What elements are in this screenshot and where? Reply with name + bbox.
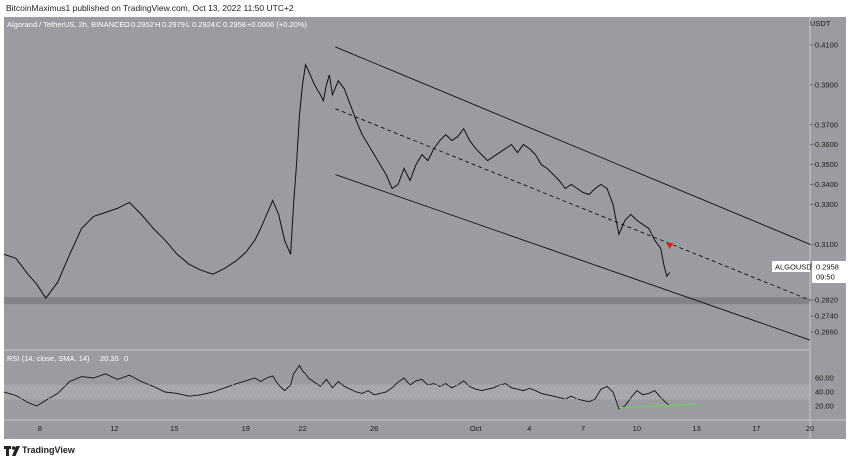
price-tag-value: 0.2958	[816, 263, 839, 272]
rsi-green-trendline	[618, 403, 697, 409]
price-tick-label: 0.2740	[815, 312, 838, 321]
time-tick-label: 4	[527, 424, 531, 433]
price-series	[4, 63, 671, 300]
time-tick-label: 8	[38, 424, 42, 433]
time-tick-label: 22	[298, 424, 306, 433]
time-tick-label: 12	[110, 424, 118, 433]
last-price-tag: ALGOUSDT 0.2958 09:50	[772, 261, 846, 283]
time-tick-label: 7	[581, 424, 585, 433]
rsi-series	[4, 364, 670, 410]
chart-legend: Algorand / TetherUS, 2h, BINANCE O 0.295…	[7, 20, 308, 29]
time-tick-label: 10	[633, 424, 641, 433]
sell-signal-marker	[666, 242, 674, 249]
tradingview-brand: TradingView	[22, 445, 75, 455]
time-axis-ticks: 8 12 15 19 22 26 Oct 4 7 10 13 17 20	[38, 424, 814, 433]
price-tick-label: 0.3300	[815, 200, 838, 209]
time-tick-label: 13	[692, 424, 700, 433]
rsi-title: RSI (14, close, SMA, 14)	[7, 354, 90, 363]
chart-svg[interactable]: 0.4100 0.3900 0.3700 0.3600 0.3500 0.3400 0.33…	[4, 17, 846, 439]
price-tick-label: 0.3100	[815, 240, 838, 249]
time-tick-label: 20	[806, 424, 814, 433]
time-tick-label: Oct	[470, 424, 483, 433]
currency-label: USDT	[810, 19, 831, 28]
ohlc-open-label: O	[124, 20, 130, 29]
channel-mid-line[interactable]	[335, 108, 811, 301]
rsi-band	[4, 385, 810, 399]
chart-area[interactable]: 0.4100 0.3900 0.3700 0.3600 0.3500 0.3400 0.33…	[4, 17, 846, 439]
price-tick-label: 0.2820	[815, 296, 838, 305]
symbol-tag-bg	[772, 261, 810, 272]
ohlc-close: 0.2958	[223, 20, 246, 29]
time-tick-label: 26	[370, 424, 378, 433]
price-tick-label: 0.3400	[815, 180, 838, 189]
price-tag-bg	[812, 261, 846, 283]
publish-bar: BitcoinMaximus1 published on TradingView…	[0, 0, 850, 17]
price-tick-label: 0.3600	[815, 140, 838, 149]
channel-lines	[335, 46, 811, 341]
chart-title: Algorand / TetherUS, 2h, BINANCE	[7, 20, 124, 29]
time-tick-label: 15	[170, 424, 178, 433]
symbol-tag: ALGOUSDT	[775, 263, 817, 272]
publish-info: BitcoinMaximus1 published on TradingView…	[6, 3, 294, 13]
ohlc-close-label: C	[216, 20, 222, 29]
price-tick-label: 0.3500	[815, 160, 838, 169]
ohlc-high: 0.2979	[162, 20, 185, 29]
channel-upper-line[interactable]	[335, 46, 811, 245]
price-tick-label: 0.4100	[815, 41, 838, 50]
ohlc-low-label: L	[186, 20, 190, 29]
ohlc-high-label: H	[155, 20, 160, 29]
time-tick-label: 17	[752, 424, 760, 433]
ohlc-low: 0.2924	[192, 20, 215, 29]
price-tick-label: 0.3700	[815, 120, 838, 129]
rsi-tick-label: 40.00	[815, 388, 834, 397]
rsi-tick-label: 20.00	[815, 402, 834, 411]
rsi-axis-ticks: 60.00 40.00 20.00	[815, 374, 834, 411]
rsi-value: 20.35	[100, 354, 119, 363]
time-tick-label: 19	[242, 424, 250, 433]
price-tick-label: 0.3900	[815, 80, 838, 89]
rsi-legend: RSI (14, close, SMA, 14) 20.35 0	[7, 354, 128, 363]
bar-countdown: 09:50	[816, 273, 835, 282]
tradingview-logo-icon	[4, 446, 20, 456]
chart-background	[4, 17, 846, 439]
rsi-sma-value: 0	[124, 354, 128, 363]
support-zone	[4, 297, 810, 305]
price-tick-label: 0.2660	[815, 328, 838, 337]
channel-lower-line[interactable]	[335, 174, 811, 341]
rsi-tick-label: 60.00	[815, 374, 834, 383]
ohlc-change: +0.0006 (+0.20%)	[247, 20, 308, 29]
ohlc-open: 0.2952	[131, 20, 154, 29]
